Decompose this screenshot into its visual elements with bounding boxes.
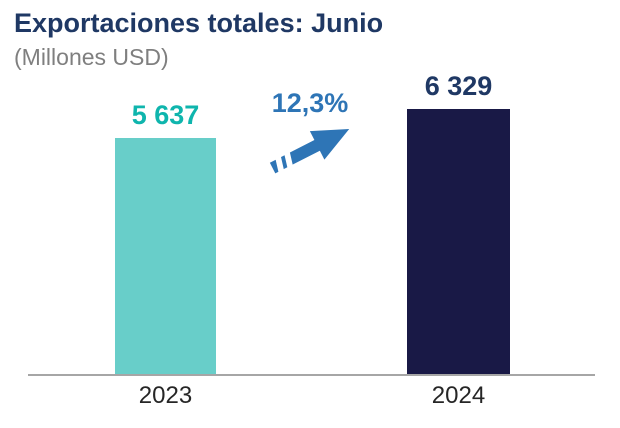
x-axis-labels: 2023 2024 xyxy=(0,382,620,422)
growth-percentage-label: 12,3% xyxy=(271,88,349,118)
plot-area: 5 637 12,3% 6 329 xyxy=(115,71,510,374)
bar-group-2023: 5 637 xyxy=(115,100,216,374)
x-tick-label-2023: 2023 xyxy=(138,382,193,409)
bar-value-label-2023: 5 637 xyxy=(131,100,200,130)
growth-arrow-icon xyxy=(269,129,350,174)
bar-2023 xyxy=(115,138,216,374)
bar-2024 xyxy=(407,109,510,374)
bar-group-2024: 6 329 xyxy=(407,71,510,374)
chart-subtitle: (Millones USD) xyxy=(14,44,169,70)
x-axis-baseline xyxy=(28,374,595,376)
growth-annotation: 12,3% xyxy=(252,88,368,177)
bar-value-label-2024: 6 329 xyxy=(424,71,493,101)
chart-title: Exportaciones totales: Junio xyxy=(14,8,384,38)
x-tick-label-2024: 2024 xyxy=(431,382,486,409)
